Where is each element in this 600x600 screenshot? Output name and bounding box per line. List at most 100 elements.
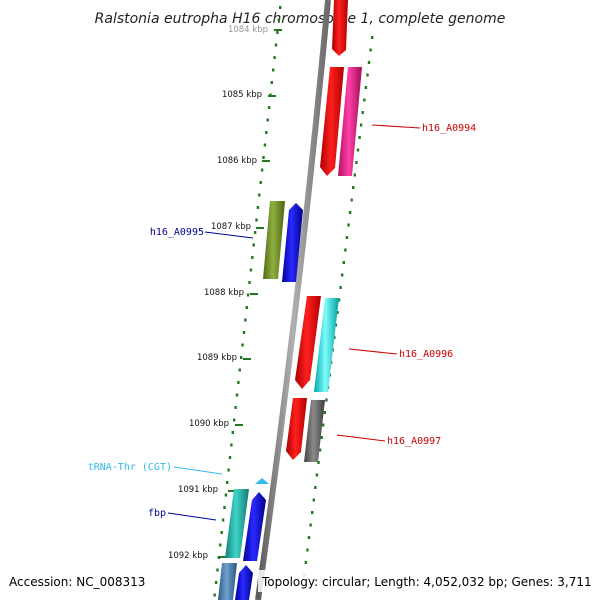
kbp-label: 1089 kbp [197,353,237,363]
track-tick [309,523,312,527]
kbp-tick [268,95,276,97]
track-tick [224,493,228,497]
track-tick [221,518,225,522]
kbp-tick [250,293,258,295]
track-tick [256,206,260,209]
track-tick [242,331,246,334]
track-tick [234,406,237,409]
track-tick [240,356,243,359]
track-tick [371,36,374,39]
track-tick [233,418,236,422]
gene-feature-teal[interactable] [225,489,249,558]
gene-feature-steel[interactable] [218,563,237,600]
track-tick [249,268,253,272]
kbp-tick [262,160,270,162]
track-tick [266,118,269,122]
track-tick [322,423,325,427]
track-tick [245,306,248,309]
track-tick [262,156,265,159]
gene-feature-blue[interactable] [235,565,253,600]
track-tick [342,261,345,264]
track-tick [318,448,322,452]
track-tick [226,481,229,484]
gene-feature-olive[interactable] [263,201,285,279]
leader-line [204,231,254,239]
gene-feature-blue[interactable] [282,203,303,282]
gene-label-fbp[interactable]: fbp [148,508,166,519]
kbp-label: 1084 kbp [228,25,268,35]
trna-marker[interactable] [255,478,269,484]
track-tick [366,73,369,77]
track-tick [348,211,352,214]
leader-line [336,434,386,442]
track-tick [241,343,244,347]
track-tick [334,323,338,327]
gene-features [218,0,362,600]
track-tick [237,381,240,384]
track-tick [312,498,315,502]
track-tick [258,193,261,197]
track-tick [350,198,353,202]
kbp-label: 1091 kbp [178,485,218,495]
track-tick [213,593,216,597]
kbp-label: 1088 kbp [204,288,244,298]
gene-label-h16-a0994[interactable]: h16_A0994 [422,123,476,134]
track-tick [227,468,230,472]
gene-feature-red[interactable] [295,296,321,389]
kbp-ruler: 1084 kbp 1085 kbp 1086 kbp 1087 kbp 1088… [168,25,282,561]
track-tick [344,248,347,252]
gene-feature-red[interactable] [286,398,307,460]
genome-summary-text: Topology: circular; Length: 4,052,032 bp… [261,575,592,589]
track-tick [315,473,319,477]
chromosome-backbone [255,0,331,600]
track-tick [352,186,355,189]
kbp-label: 1090 kbp [189,419,229,429]
gene-feature-red[interactable] [332,0,348,56]
track-tick [267,106,271,109]
kbp-label: 1085 kbp [222,90,262,100]
track-tick [363,98,366,102]
track-tick [337,298,341,302]
track-tick [325,398,328,402]
gene-label-h16-a0997[interactable]: h16_A0997 [387,436,441,447]
track-tick [252,243,255,247]
kbp-tick [218,556,226,558]
map-title: Ralstonia eutropha H16 chromosome 1, com… [95,11,506,27]
gene-feature-magenta[interactable] [338,67,362,176]
kbp-label: 1092 kbp [168,551,208,561]
track-tick [339,286,342,289]
gene-label-h16-a0996[interactable]: h16_A0996 [399,349,453,360]
track-tick [255,218,258,222]
gene-labels: h16_A0994 h16_A0995 h16_A0996 h16_A0997 … [88,123,476,519]
leader-line [348,348,398,355]
track-tick [238,368,241,372]
leader-line [167,512,217,521]
kbp-label: 1086 kbp [217,156,257,166]
gene-label-trna-thr[interactable]: tRNA-Thr (CGT) [88,462,172,473]
track-tick [223,506,226,509]
kbp-tick [274,29,282,31]
track-tick [219,543,222,547]
kbp-tick [243,358,251,360]
track-tick [320,436,323,439]
gene-feature-cyan[interactable] [314,298,339,392]
gene-feature-blue[interactable] [243,492,266,561]
track-tick [259,181,262,184]
track-tick [359,123,363,127]
track-tick [341,273,344,277]
track-tick [231,431,234,434]
track-tick [323,411,326,414]
track-tick [230,443,233,447]
gene-label-h16-a0995[interactable]: h16_A0995 [150,227,204,238]
track-tick [347,223,350,227]
track-tick [248,281,251,284]
gene-feature-red[interactable] [320,67,344,176]
track-tick [270,81,273,84]
accession-text: Accession: NC_008313 [9,575,145,589]
gene-feature-gray[interactable] [304,400,325,462]
track-tick [273,56,276,59]
track-tick [356,148,360,152]
track-tick [306,548,309,552]
track-tick [265,131,268,134]
